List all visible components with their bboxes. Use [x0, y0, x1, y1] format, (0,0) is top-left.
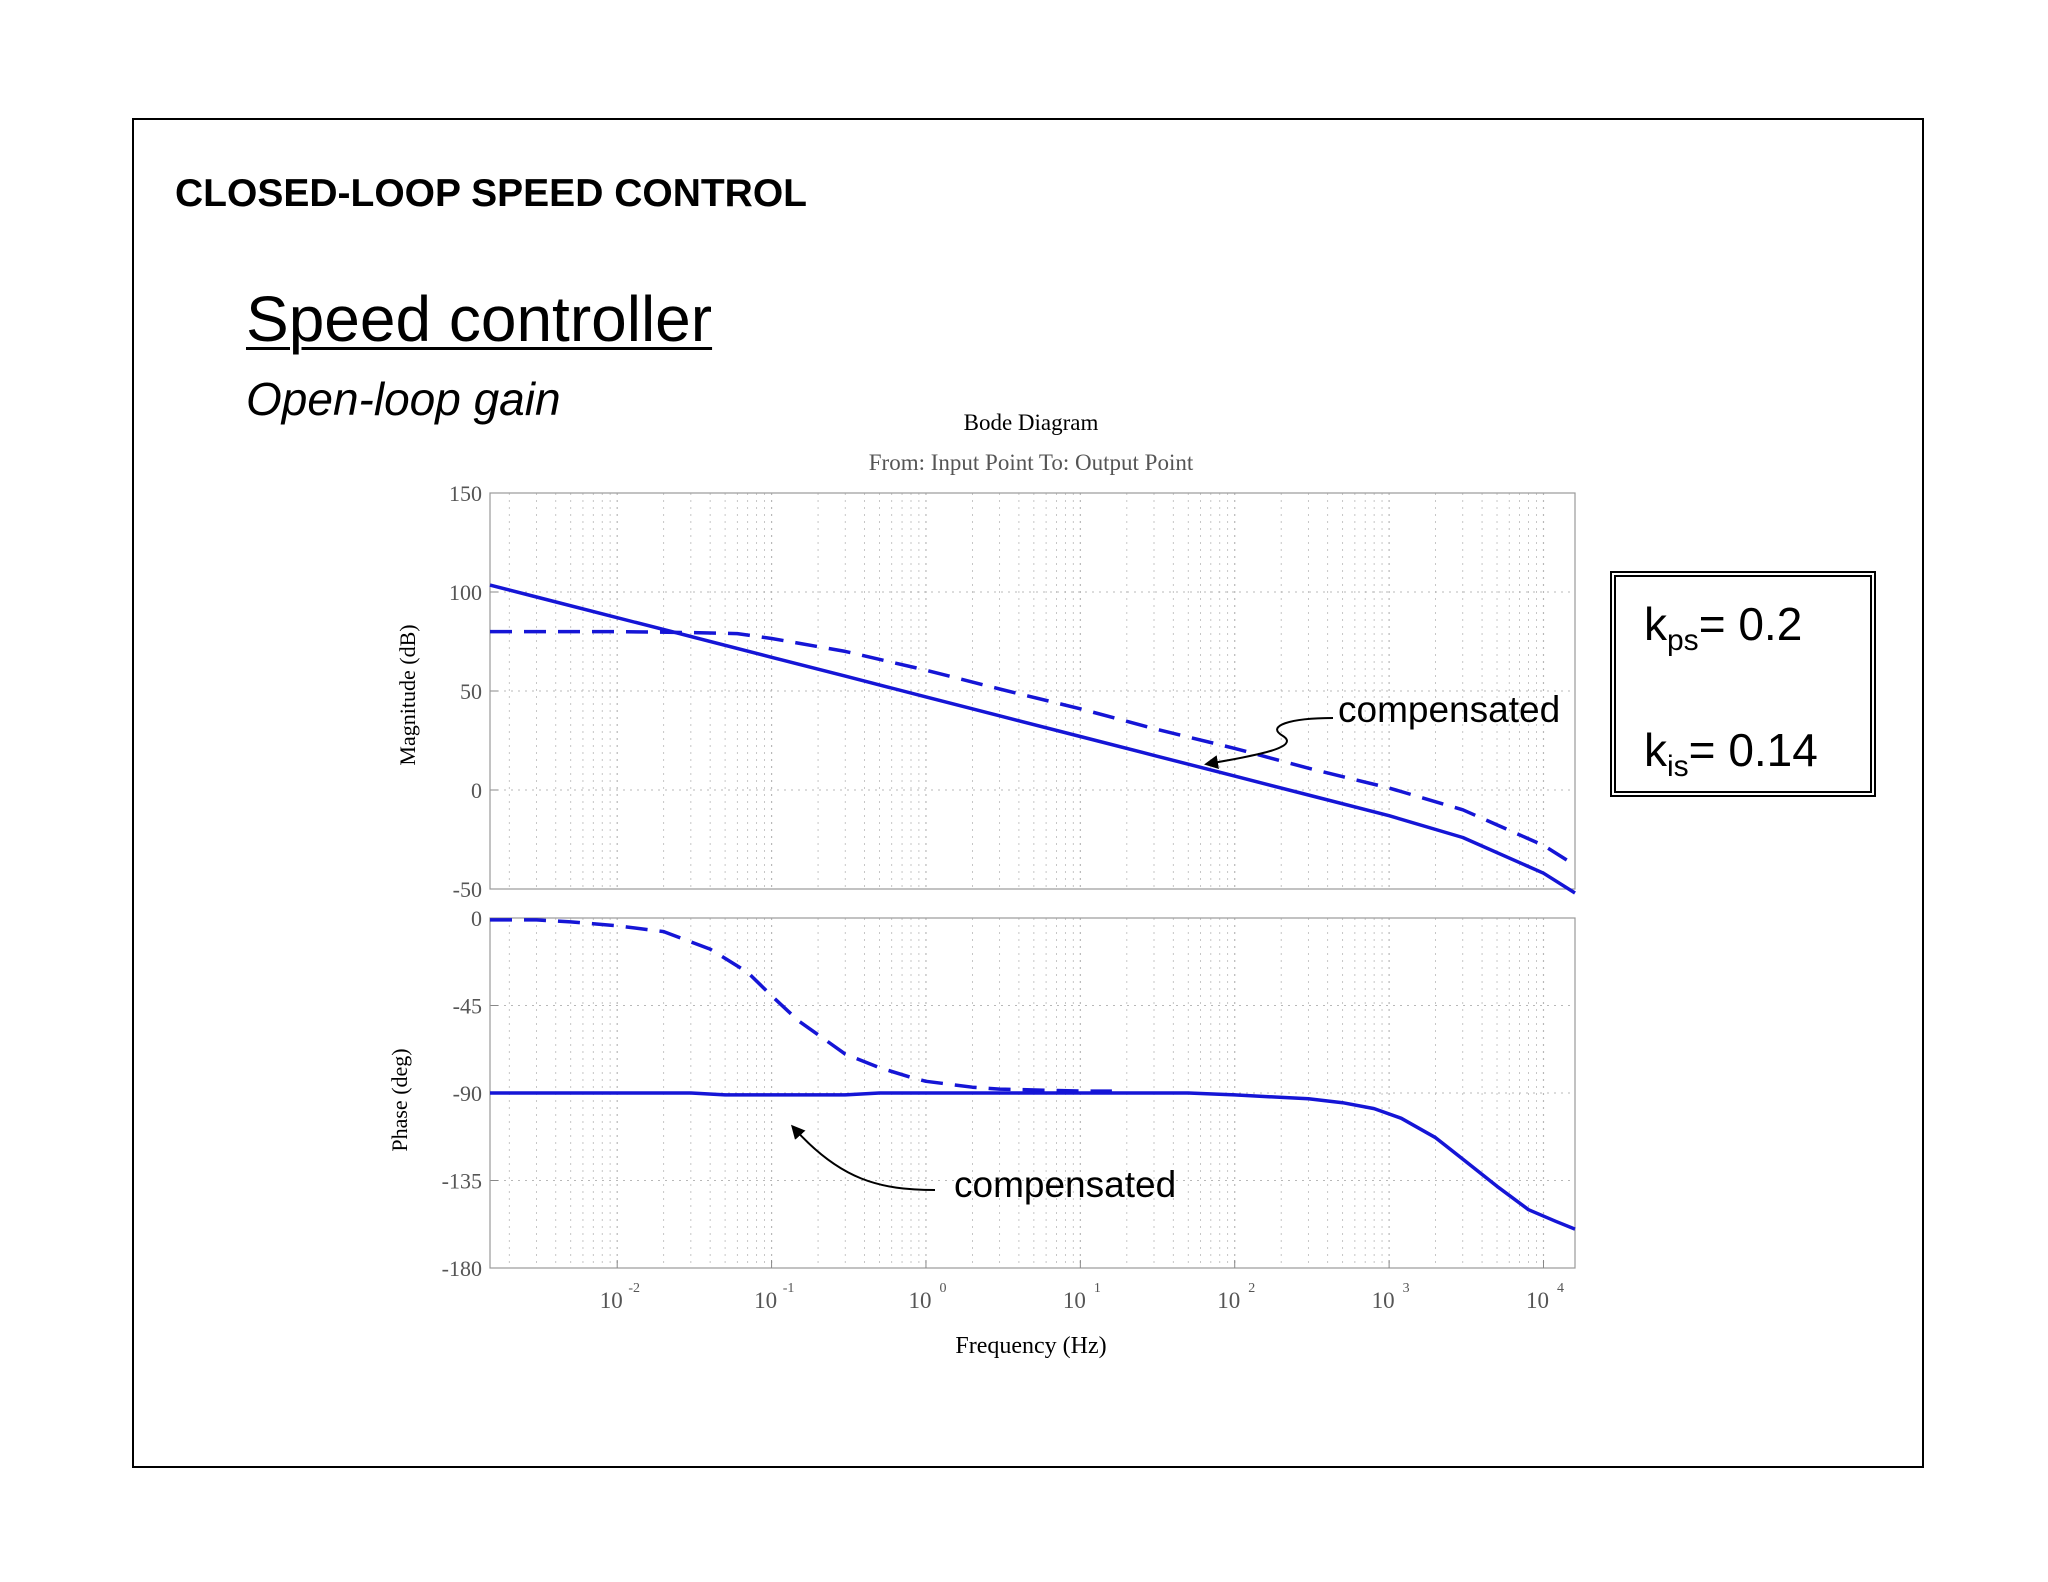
- kp-symbol: k: [1644, 598, 1667, 650]
- x-axis-label: Frequency (Hz): [955, 1333, 1106, 1359]
- ki-symbol: k: [1644, 724, 1667, 776]
- magnitude-axes-frame: [489, 492, 1576, 890]
- chart-title: Bode Diagram: [964, 410, 1099, 435]
- ki-value: = 0.14: [1688, 724, 1818, 776]
- ki-parameter: kis= 0.14: [1644, 723, 1818, 784]
- magnitude-axis-label: Magnitude (dB): [395, 624, 420, 765]
- x-axis: 10 -2 10 -1 10 0 10 1 10 2 10 3 10 4: [600, 1260, 1564, 1313]
- slide-subtitle: Open-loop gain: [246, 373, 561, 425]
- kp-parameter: kps= 0.2: [1644, 597, 1802, 658]
- magnitude-y-tick-label: -50: [453, 877, 482, 902]
- phase-series-dashed: [490, 918, 1112, 1093]
- magnitude-panel: 150 100 50 0 -50: [449, 481, 1576, 902]
- kp-value: = 0.2: [1698, 598, 1803, 650]
- ki-subscript: is: [1667, 750, 1689, 783]
- x-tick-exponent: -1: [783, 1281, 795, 1296]
- magnitude-y-tick-label: 100: [449, 580, 482, 605]
- section-title: CLOSED-LOOP SPEED CONTROL: [175, 172, 807, 215]
- x-tick-exponent: 4: [1557, 1281, 1564, 1296]
- x-tick-label: 10: [1372, 1288, 1395, 1313]
- x-tick-label: 10: [754, 1288, 777, 1313]
- magnitude-series-dashed: [490, 629, 1576, 867]
- slide-frame: [132, 118, 1924, 1468]
- magnitude-annotation-label: compensated: [1338, 689, 1560, 730]
- x-tick-label: 10: [1217, 1288, 1240, 1313]
- x-tick-label: 10: [1526, 1288, 1549, 1313]
- x-tick-exponent: 2: [1248, 1281, 1255, 1296]
- phase-y-tick-label: -45: [453, 994, 482, 1019]
- phase-annotation-arrow: [791, 1124, 936, 1191]
- x-tick-exponent: 1: [1094, 1281, 1101, 1296]
- x-tick-label: 10: [908, 1288, 931, 1313]
- magnitude-annotation-arrow: [1204, 717, 1334, 770]
- controller-params-box: kps= 0.2 kis= 0.14: [1610, 571, 1876, 797]
- phase-panel: 0 -45 -90 -135 -180: [442, 906, 1576, 1281]
- magnitude-y-tick-label: 0: [471, 778, 482, 803]
- magnitude-y-tick-label: 50: [460, 679, 482, 704]
- x-tick-label: 10: [600, 1288, 623, 1313]
- magnitude-series-solid: [489, 583, 1576, 895]
- phase-y-tick-label: -135: [442, 1169, 482, 1194]
- phase-y-tick-label: -90: [453, 1081, 482, 1106]
- kp-subscript: ps: [1667, 624, 1699, 657]
- phase-axis-label: Phase (deg): [387, 1048, 412, 1151]
- phase-series-solid: [490, 1091, 1576, 1231]
- phase-annotation-label: compensated: [954, 1164, 1176, 1205]
- magnitude-y-tick-label: 150: [449, 481, 482, 506]
- phase-y-tick-label: 0: [471, 906, 482, 931]
- slide-title: Speed controller: [246, 283, 713, 355]
- x-tick-label: 10: [1063, 1288, 1086, 1313]
- x-tick-exponent: -2: [628, 1281, 640, 1296]
- x-tick-exponent: 0: [939, 1281, 946, 1296]
- chart-subtitle: From: Input Point To: Output Point: [869, 450, 1194, 475]
- x-tick-exponent: 3: [1403, 1281, 1410, 1296]
- phase-y-tick-label: -180: [442, 1256, 482, 1281]
